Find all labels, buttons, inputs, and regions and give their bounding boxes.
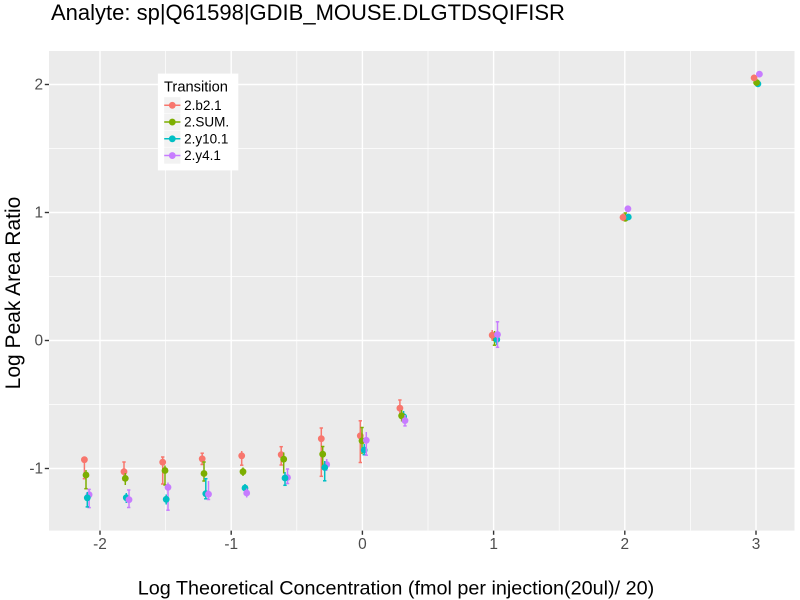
svg-text:1: 1 [489,536,498,553]
svg-text:2: 2 [621,536,630,553]
svg-text:0: 0 [34,333,43,350]
svg-text:Log Peak Area Ratio: Log Peak Area Ratio [2,197,25,390]
svg-text:Log Theoretical Concentration: Log Theoretical Concentration (fmol per … [138,578,654,600]
svg-text:0: 0 [358,536,367,553]
svg-text:2: 2 [34,77,43,94]
svg-text:2.y10.1: 2.y10.1 [184,131,228,146]
svg-text:3: 3 [752,536,761,553]
svg-text:Analyte: sp|Q61598|GDIB_MOUSE.: Analyte: sp|Q61598|GDIB_MOUSE.DLGTDSQIFI… [51,0,565,25]
svg-text:2.SUM.: 2.SUM. [184,115,229,130]
svg-text:-1: -1 [224,536,238,553]
svg-text:1: 1 [34,205,43,222]
svg-text:2.b2.1: 2.b2.1 [184,98,222,113]
svg-text:-1: -1 [29,461,43,478]
svg-text:2.y4.1: 2.y4.1 [184,148,221,163]
svg-text:Transition: Transition [164,80,228,96]
svg-text:-2: -2 [93,536,107,553]
